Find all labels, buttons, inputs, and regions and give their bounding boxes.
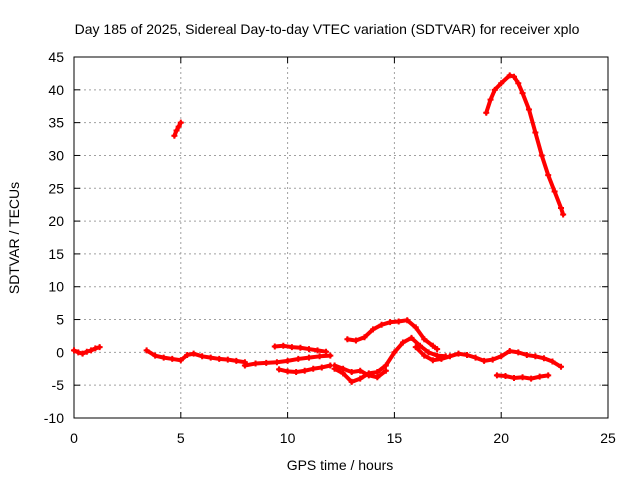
data-point: [177, 119, 184, 126]
y-tick-label: 20: [48, 213, 64, 229]
chart-title: Day 185 of 2025, Sidereal Day-to-day VTE…: [75, 21, 580, 37]
data-point: [434, 346, 441, 353]
y-tick-label: 45: [48, 49, 64, 65]
data-trace: [546, 173, 557, 194]
data-points: [71, 72, 567, 385]
y-tick-label: 10: [48, 279, 64, 295]
x-axis-title: GPS time / hours: [287, 457, 394, 473]
data-trace: [392, 340, 405, 355]
data-point: [96, 344, 103, 351]
data-point: [558, 363, 565, 370]
data-trace: [520, 91, 531, 112]
y-tick-label: 15: [48, 246, 64, 262]
data-trace: [533, 130, 544, 158]
series-seg-afternoon: [412, 344, 565, 370]
data-trace: [383, 350, 397, 368]
y-tick-label: 5: [56, 312, 64, 328]
tick-labels: 0 5 10 15 20 25 -10 -5 0 5 10 15 20 25 30 35 40 45: [44, 49, 616, 446]
data-trace: [539, 153, 551, 178]
series-seg-upper-10h: [271, 342, 330, 355]
series-seg-morning: [143, 347, 248, 366]
plot-frame: [73, 56, 609, 419]
data-point: [323, 348, 330, 355]
data-trace: [413, 345, 427, 358]
y-tick-label: 40: [48, 82, 64, 98]
series-seg-lower-10h: [276, 362, 334, 376]
data-trace: [552, 189, 564, 210]
series-seg-evening-high: [483, 72, 567, 218]
series-seg-noon-dip: [331, 334, 449, 385]
series-seg-noon-lower: [331, 362, 389, 381]
x-tick-label: 20: [493, 430, 509, 446]
data-point: [560, 211, 567, 218]
y-tick-label: 0: [56, 344, 64, 360]
y-tick-label: -5: [52, 377, 65, 393]
data-trace: [526, 107, 538, 135]
data-point: [545, 372, 552, 379]
data-point: [382, 367, 389, 374]
y-axis-title: SDTVAR / TECUs: [6, 182, 22, 294]
data-trace: [413, 325, 427, 342]
y-tick-label: 25: [48, 180, 64, 196]
data-trace: [341, 371, 354, 384]
x-tick-label: 0: [70, 430, 78, 446]
y-tick-label: 30: [48, 147, 64, 163]
series-seg-late-morning: [241, 352, 334, 369]
x-tick-label: 15: [387, 430, 403, 446]
x-tick-label: 10: [280, 430, 296, 446]
series-seg-noon-upper: [344, 317, 441, 353]
x-tick-label: 25: [600, 430, 616, 446]
y-tick-label: -10: [44, 410, 64, 426]
ticks: [73, 56, 609, 419]
x-tick-label: 5: [177, 430, 185, 446]
series-seg-spike-5h: [171, 119, 184, 139]
data-point: [327, 352, 334, 359]
data-trace: [375, 368, 388, 380]
y-tick-label: 35: [48, 115, 64, 131]
series-seg-early: [71, 344, 103, 357]
series-seg-evening-low: [493, 372, 552, 382]
